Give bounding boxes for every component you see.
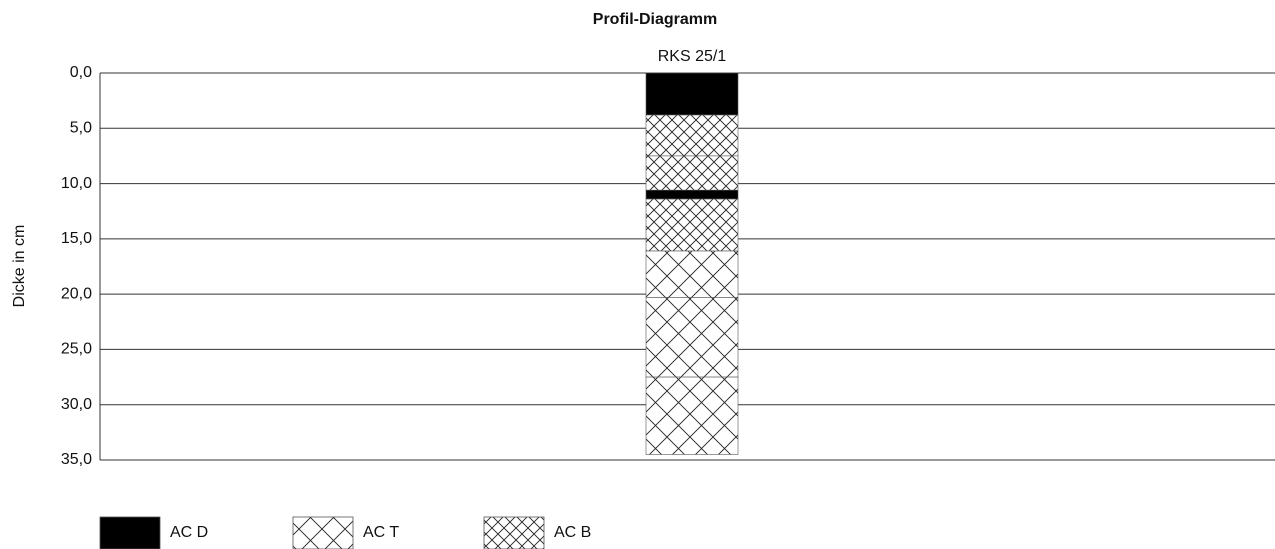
y-tick-label: 5,0 <box>70 120 92 137</box>
y-axis-title: Dicke in cm <box>11 225 28 308</box>
profile-segment <box>645 155 739 191</box>
profile-segment <box>645 189 739 200</box>
x-tick-label: RKS 25/1 <box>658 48 727 65</box>
y-tick-label: 15,0 <box>61 230 92 247</box>
legend-label: AC D <box>170 524 208 541</box>
profile-segment <box>645 72 739 116</box>
y-tick-label: 20,0 <box>61 285 92 302</box>
profile-segment <box>645 376 739 455</box>
legend-swatch <box>292 516 354 549</box>
legend-label: AC B <box>554 524 591 541</box>
profile-segment <box>645 198 739 252</box>
y-tick-label: 0,0 <box>70 64 92 81</box>
profile-segment <box>645 250 739 298</box>
y-tick-label: 30,0 <box>61 396 92 413</box>
chart-title: Profil-Diagramm <box>593 11 717 28</box>
legend-swatch <box>99 516 161 549</box>
legend-swatch <box>483 516 545 549</box>
profile-segment <box>645 297 739 378</box>
profile-segment <box>645 114 739 157</box>
legend-label: AC T <box>363 524 399 541</box>
y-tick-label: 10,0 <box>61 175 92 192</box>
y-tick-label: 25,0 <box>61 341 92 358</box>
y-tick-label: 35,0 <box>61 451 92 468</box>
